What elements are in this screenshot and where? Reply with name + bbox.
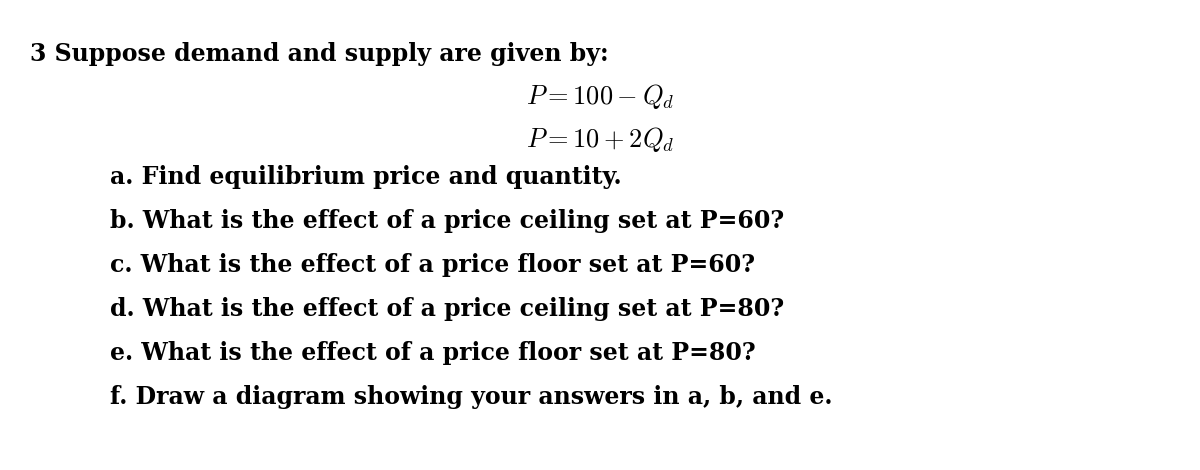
Text: $P = 100 - Q_d$: $P = 100 - Q_d$ [526,82,674,111]
Text: e. What is the effect of a price floor set at P=80?: e. What is the effect of a price floor s… [110,341,756,365]
Text: a. Find equilibrium price and quantity.: a. Find equilibrium price and quantity. [110,165,622,189]
Text: d. What is the effect of a price ceiling set at P=80?: d. What is the effect of a price ceiling… [110,297,785,321]
Text: 3 Suppose demand and supply are given by:: 3 Suppose demand and supply are given by… [30,42,608,66]
Text: b. What is the effect of a price ceiling set at P=60?: b. What is the effect of a price ceiling… [110,209,785,233]
Text: $P = 10 + 2Q_d$: $P = 10 + 2Q_d$ [526,125,674,154]
Text: c. What is the effect of a price floor set at P=60?: c. What is the effect of a price floor s… [110,253,755,277]
Text: f. Draw a diagram showing your answers in a, b, and e.: f. Draw a diagram showing your answers i… [110,385,833,409]
